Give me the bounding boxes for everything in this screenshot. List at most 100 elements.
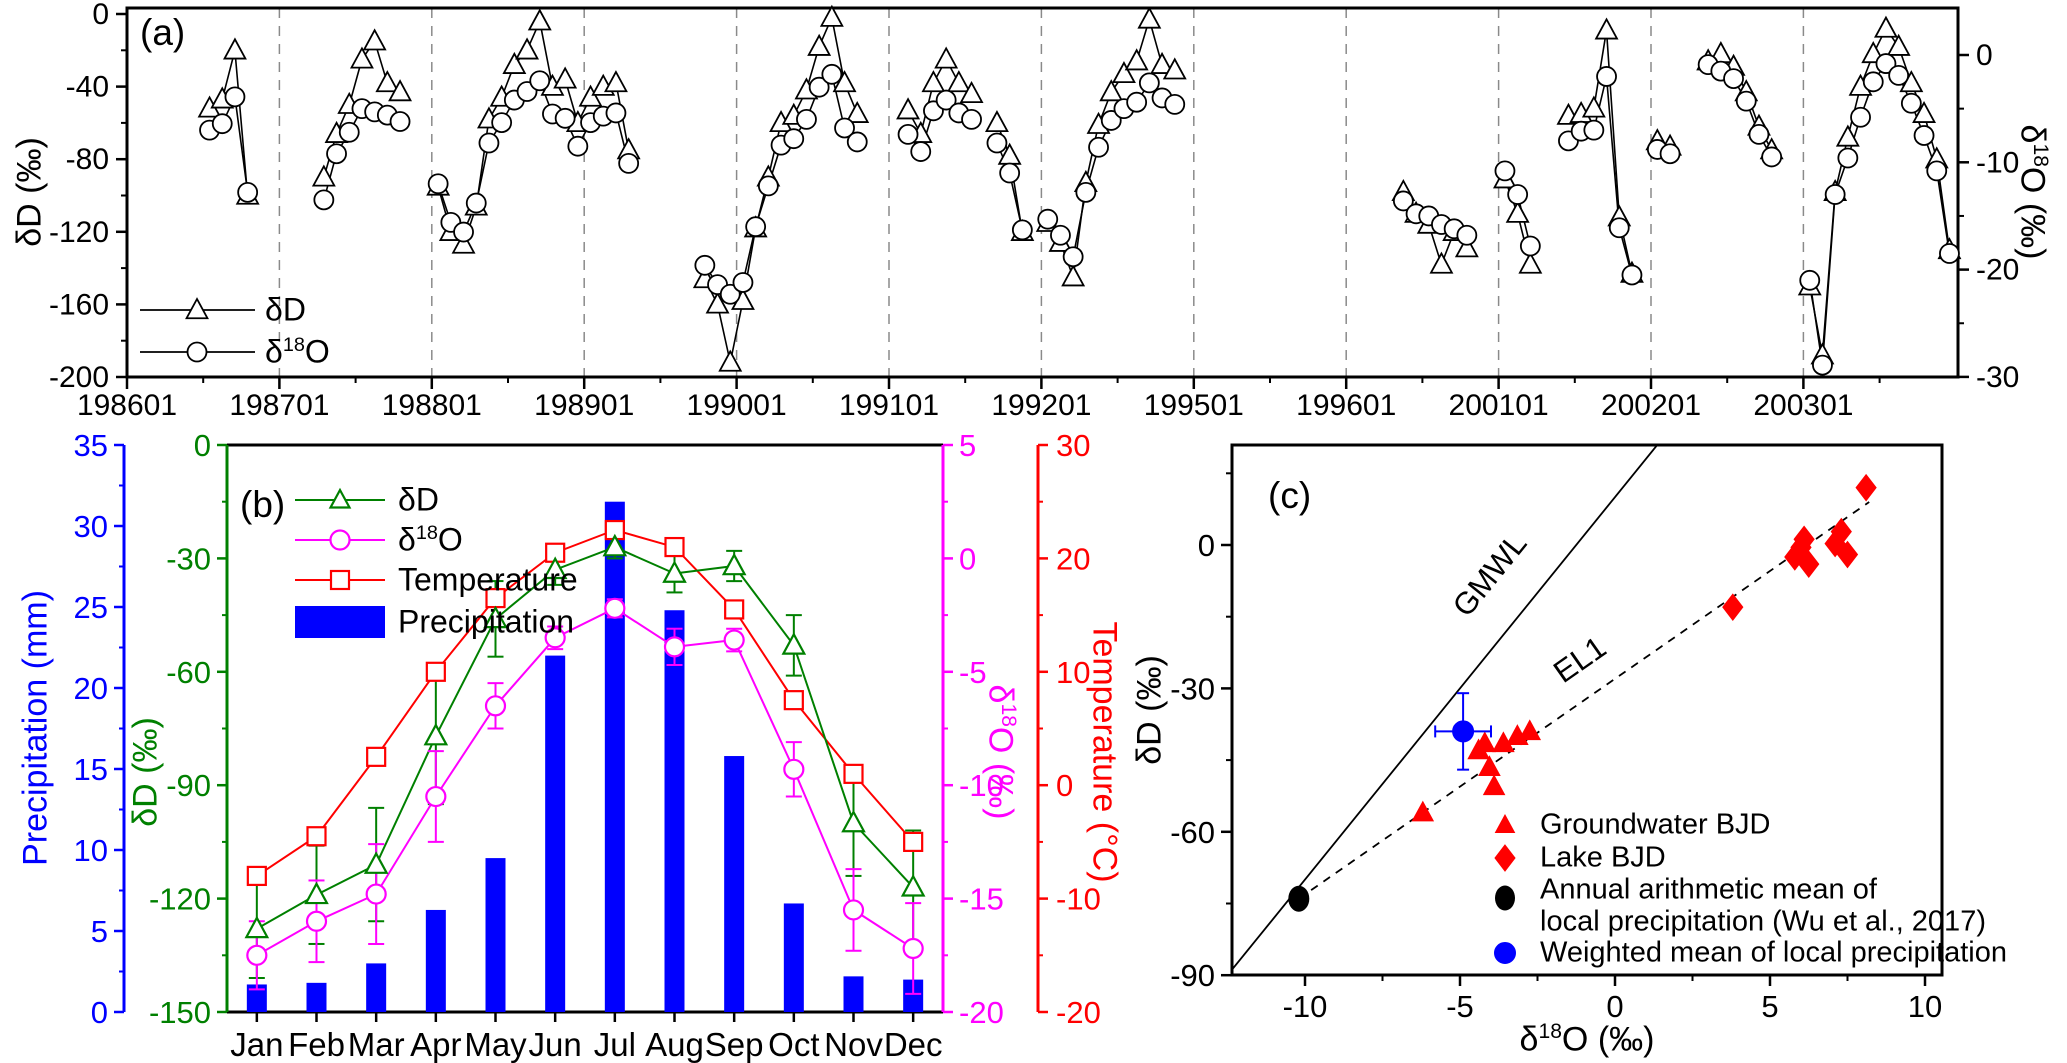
square-marker (724, 599, 745, 620)
circle-marker (1452, 720, 1475, 743)
dD-tick-label: -90 (166, 768, 211, 803)
x-tick-label: 199001 (687, 389, 787, 422)
panel-b-temp-title: Temperature (°C) (1085, 621, 1124, 882)
triangle-marker (896, 97, 921, 120)
b-leg-sup: 18 (415, 521, 438, 544)
c-x-tick-label: -10 (1283, 989, 1328, 1024)
triangle-marker (662, 560, 687, 583)
panel-b-legend-d18O: δ18O (398, 522, 463, 559)
circle-marker (453, 221, 474, 243)
y-left-tick-label: -200 (49, 361, 109, 394)
month-label: Dec (884, 1026, 943, 1063)
circle-marker (246, 944, 268, 966)
dD-axis-title-text: δD (‰) (10, 137, 49, 247)
circle-marker (1138, 72, 1160, 94)
triangle-marker (1429, 251, 1454, 274)
circle-marker (427, 173, 449, 195)
month-label: Apr (410, 1026, 461, 1063)
c-y-tick-label: -30 (1170, 671, 1215, 706)
precip-tick-label: 30 (74, 509, 108, 544)
circle-marker (329, 529, 351, 551)
triangle-marker (1494, 813, 1516, 833)
circle-marker (313, 189, 335, 211)
c-y-tick-label: -90 (1170, 958, 1215, 993)
x-tick-label: 199101 (839, 389, 939, 422)
x-tick-label: 199201 (991, 389, 1091, 422)
triangle-marker (1061, 264, 1086, 287)
triangle-marker (721, 552, 747, 576)
circle-marker (365, 883, 387, 905)
triangle-marker (602, 533, 628, 557)
month-label: Oct (768, 1026, 819, 1063)
square-marker (783, 690, 804, 711)
square-marker (425, 661, 446, 682)
circle-marker (1608, 217, 1630, 239)
square-marker (306, 826, 327, 847)
triangle-marker (502, 51, 527, 74)
precip-tick-label: 35 (74, 428, 108, 463)
circle-marker (618, 152, 640, 174)
triangle-marker (1099, 79, 1124, 102)
circle-marker (1088, 136, 1109, 158)
triangle-marker (718, 349, 743, 372)
triangle-marker (451, 231, 476, 254)
y-right-tick-label: -10 (1976, 146, 2019, 179)
triangle-marker (807, 33, 832, 56)
precip-bar (604, 501, 625, 1012)
triangle-marker (222, 37, 247, 60)
triangle-marker (185, 297, 209, 320)
circle-marker (1748, 124, 1770, 145)
precip-tick-label: 15 (74, 752, 108, 787)
triangle-marker (527, 8, 552, 31)
circle-marker (338, 121, 360, 143)
triangle-marker (515, 37, 540, 60)
triangle-marker (578, 84, 603, 107)
circle-marker (796, 108, 817, 130)
triangle-marker (1150, 51, 1175, 74)
circle-marker (326, 143, 347, 165)
triangle-marker (1162, 57, 1187, 80)
circle-marker (902, 937, 924, 960)
x-tick-label: 199601 (1296, 389, 1396, 422)
triangle-marker (832, 70, 857, 93)
circle-marker (529, 70, 551, 92)
diamond-marker (1793, 525, 1815, 554)
triangle-marker (362, 28, 387, 51)
triangle-marker (921, 70, 946, 93)
square-marker (664, 536, 685, 558)
triangle-marker (1454, 235, 1479, 258)
month-label: Aug (645, 1026, 704, 1063)
precip-bar (246, 984, 267, 1012)
panel-c: -10 -5 0 5 10 0 -30 -60 -90 (1170, 443, 1944, 1024)
triangle-marker (375, 70, 400, 93)
triangle-marker (705, 291, 730, 314)
d18O-axis-sup: 18 (2028, 143, 2052, 167)
triangle-marker (388, 79, 413, 102)
circle-marker (544, 627, 566, 649)
circle-marker (1659, 143, 1681, 165)
y-left-tick-label: -80 (66, 143, 109, 176)
circle-marker (224, 86, 246, 108)
triangle-marker (553, 66, 578, 89)
d18O-tick-label: -5 (959, 655, 987, 690)
y-left-tick-label: -160 (49, 288, 109, 321)
circle-marker (986, 132, 1008, 154)
precip-bar (664, 610, 685, 1012)
y-left-tick-label: -40 (66, 71, 109, 104)
precip-bar (903, 979, 924, 1012)
circle-marker (237, 181, 259, 203)
circle-marker (305, 910, 328, 932)
circle-marker (186, 341, 208, 363)
triangle-marker (946, 70, 971, 93)
circle-marker (1494, 160, 1516, 182)
circle-marker (834, 117, 855, 139)
triangle-marker (423, 722, 449, 746)
y-left-tick-label: -120 (49, 216, 109, 249)
c-y-tick-label: -60 (1170, 815, 1215, 850)
c-x-tick-label: -5 (1446, 989, 1474, 1024)
triangle-marker (1411, 800, 1435, 822)
circle-marker (783, 758, 805, 780)
x-tick-label: 200101 (1449, 389, 1549, 422)
panel-a-y-left-title: δD (‰) (11, 137, 50, 247)
